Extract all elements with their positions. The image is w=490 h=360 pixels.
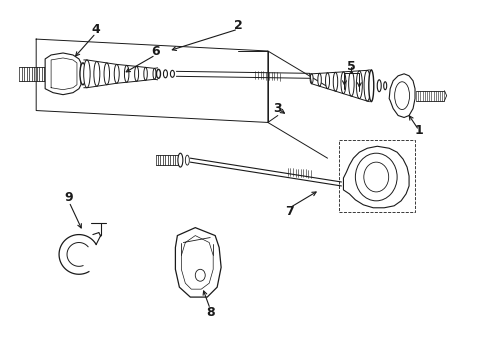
Ellipse shape (384, 82, 387, 90)
Ellipse shape (153, 68, 156, 79)
Ellipse shape (369, 70, 374, 102)
Ellipse shape (124, 66, 129, 82)
Polygon shape (45, 53, 81, 95)
Ellipse shape (178, 153, 183, 167)
Ellipse shape (318, 73, 321, 86)
Ellipse shape (84, 60, 90, 88)
Ellipse shape (377, 80, 381, 92)
Text: 4: 4 (92, 23, 100, 36)
Polygon shape (175, 228, 221, 297)
Text: 7: 7 (285, 205, 294, 218)
Ellipse shape (104, 63, 110, 85)
Polygon shape (343, 146, 409, 208)
Text: 2: 2 (234, 19, 243, 32)
Text: 1: 1 (415, 124, 423, 137)
Ellipse shape (94, 62, 100, 86)
Text: 8: 8 (206, 306, 215, 319)
Ellipse shape (364, 70, 370, 101)
Ellipse shape (171, 70, 174, 77)
Text: 5: 5 (347, 60, 356, 73)
Ellipse shape (356, 71, 362, 99)
Ellipse shape (185, 155, 189, 165)
Polygon shape (389, 74, 415, 117)
Text: 6: 6 (151, 45, 160, 58)
Ellipse shape (325, 73, 329, 89)
Ellipse shape (333, 72, 338, 91)
Ellipse shape (135, 66, 139, 81)
Ellipse shape (80, 63, 86, 85)
Ellipse shape (341, 72, 346, 94)
Ellipse shape (310, 74, 313, 84)
Text: 9: 9 (65, 192, 74, 204)
Ellipse shape (156, 69, 161, 78)
Ellipse shape (164, 70, 168, 78)
Text: 3: 3 (273, 102, 282, 115)
Ellipse shape (349, 71, 354, 96)
Ellipse shape (114, 64, 119, 83)
Ellipse shape (144, 67, 147, 80)
